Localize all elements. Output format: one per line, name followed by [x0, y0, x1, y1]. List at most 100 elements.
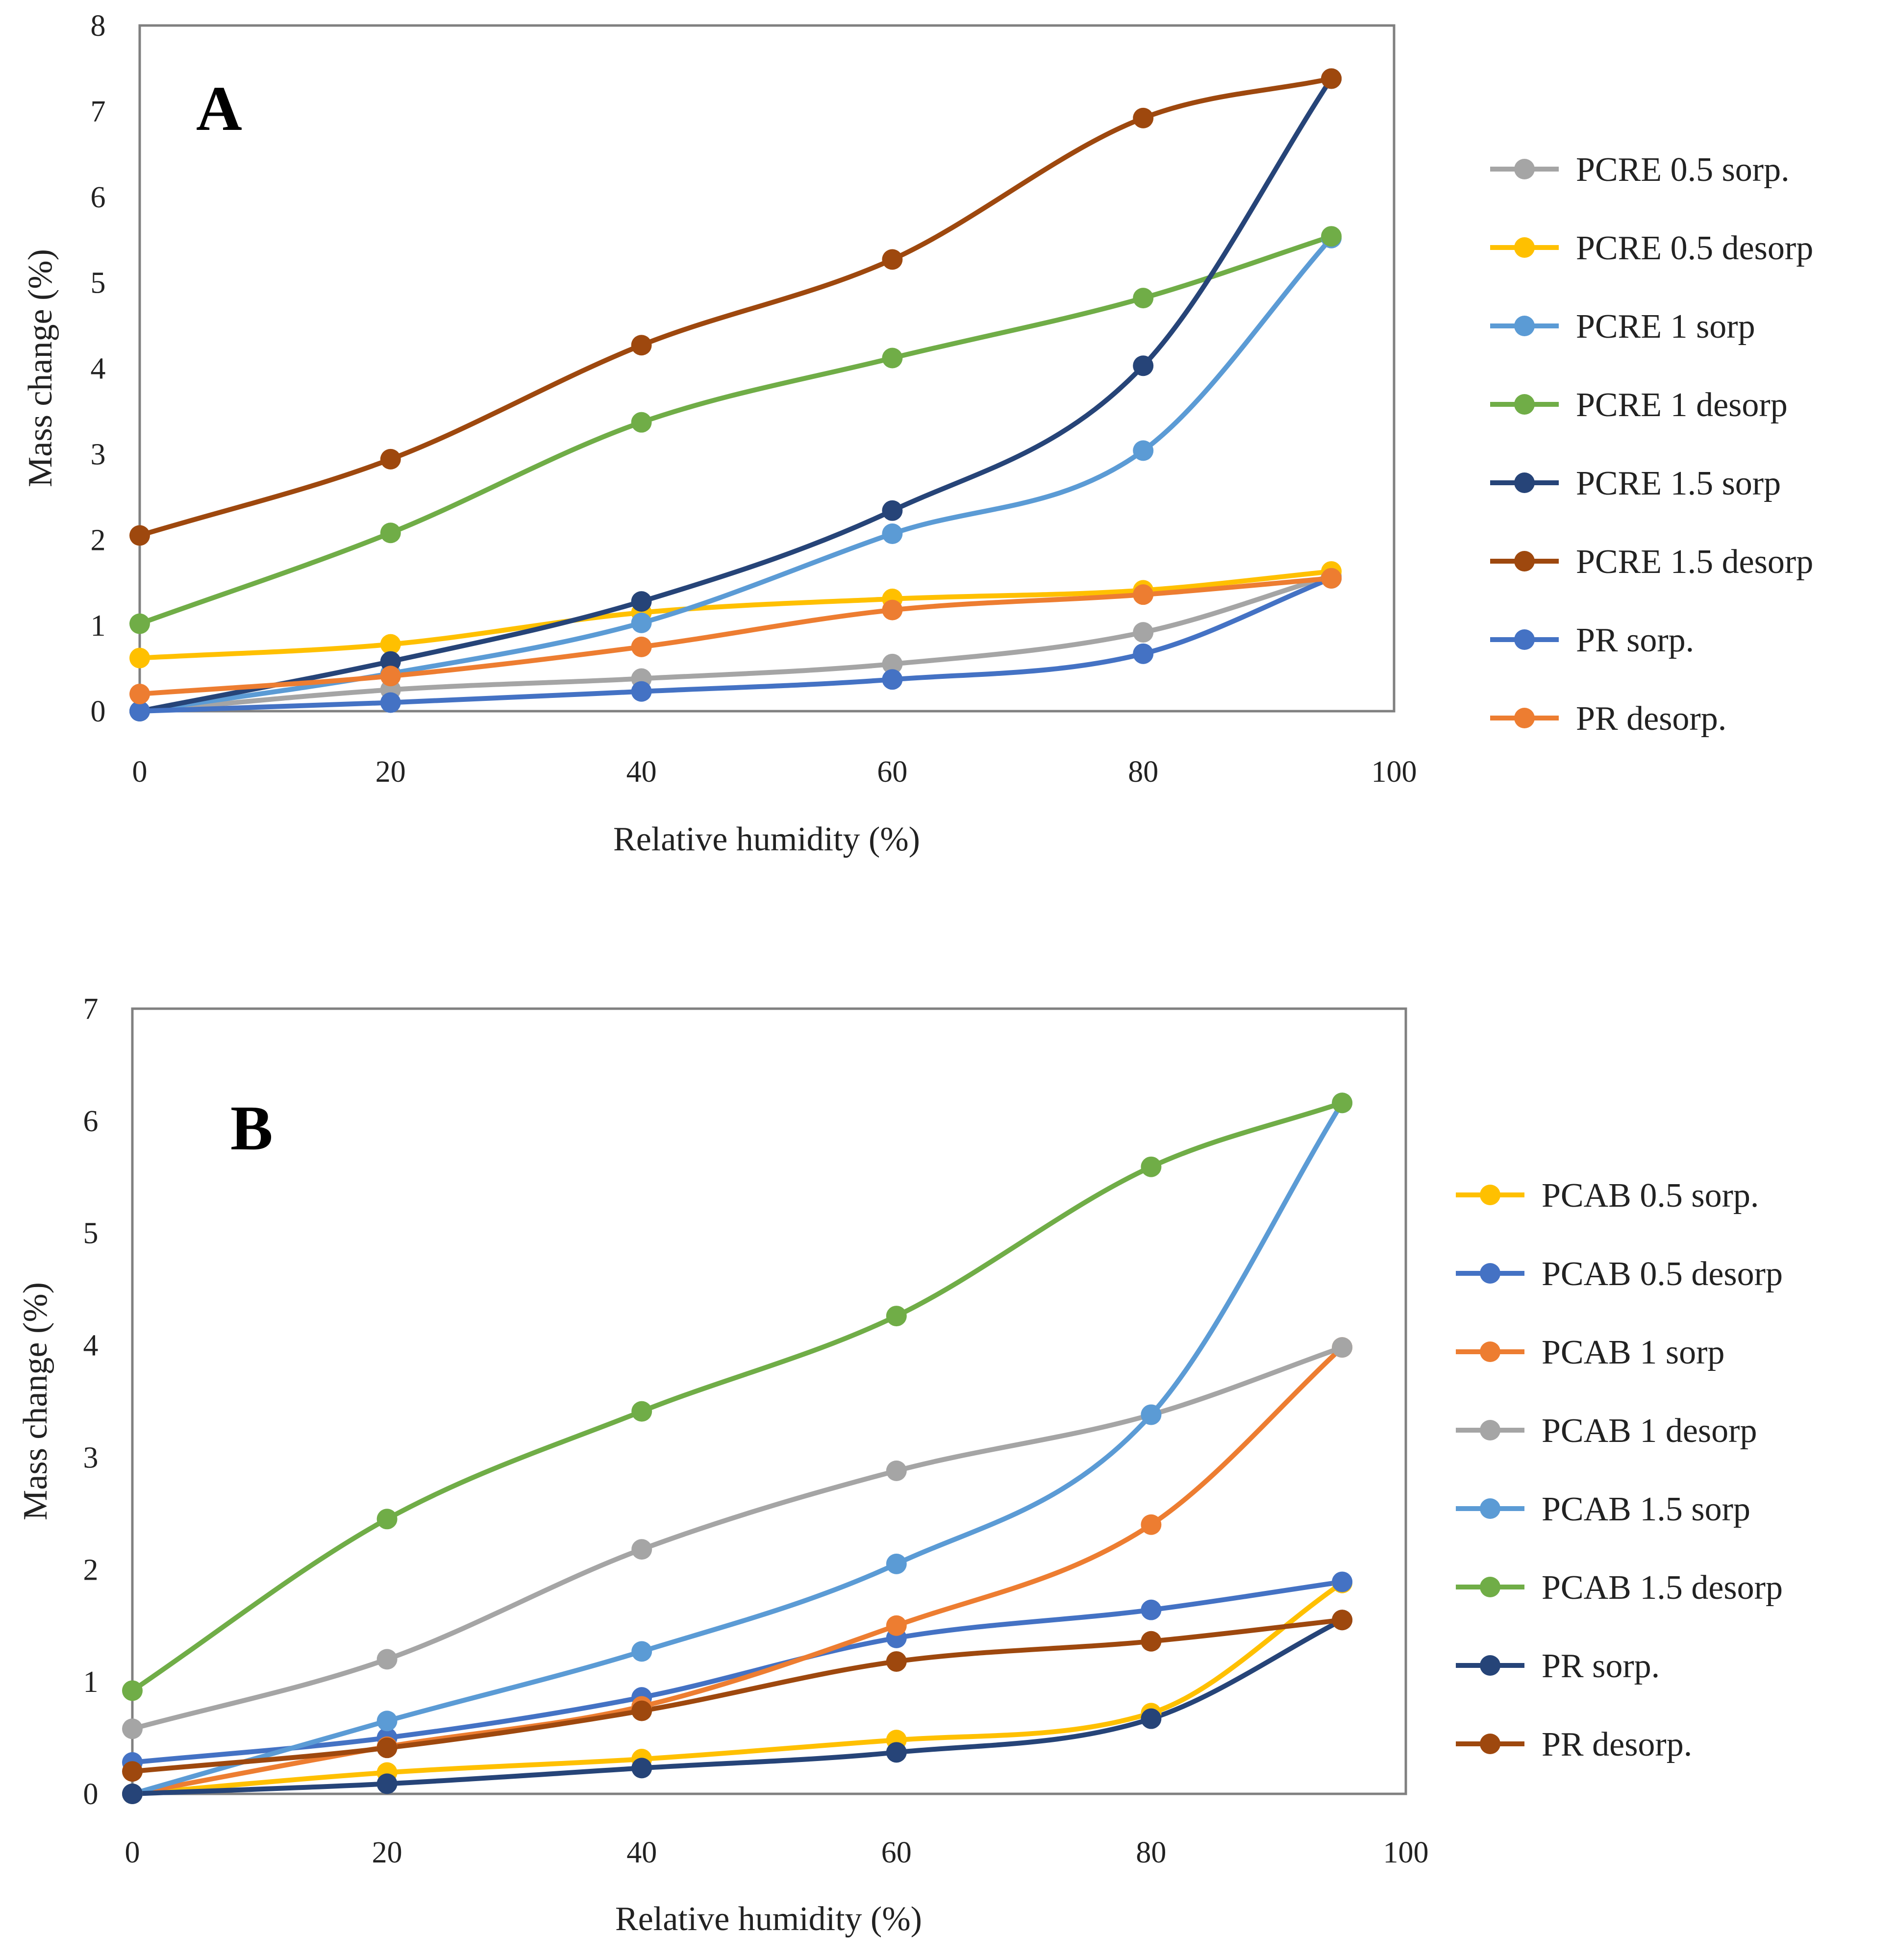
data-point: [380, 692, 401, 713]
legend-marker-swatch: [1480, 1734, 1500, 1754]
data-point: [1133, 107, 1154, 128]
legend-item: PCRE 1 sorp: [1490, 308, 1755, 346]
data-point: [1332, 1337, 1353, 1358]
legend-marker-swatch: [1514, 708, 1535, 728]
panel-letter: B: [230, 1093, 273, 1164]
data-point: [882, 249, 903, 270]
data-point: [882, 347, 903, 369]
legend-label: PCAB 0.5 desorp: [1542, 1255, 1783, 1293]
legend-marker-swatch: [1480, 1263, 1500, 1284]
y-tick-label: 1: [91, 609, 106, 643]
legend: PCAB 0.5 sorp. PCAB 0.5 desorp PCAB 1 sorp…: [1456, 1177, 1783, 1763]
data-point: [631, 412, 652, 433]
legend-item: PCAB 0.5 desorp: [1456, 1255, 1783, 1293]
x-tick-label: 100: [1383, 1836, 1429, 1869]
data-point: [380, 634, 401, 655]
data-point: [129, 684, 150, 705]
y-tick-label: 4: [91, 352, 106, 386]
data-point: [1321, 568, 1342, 589]
y-tick-label: 7: [91, 95, 106, 128]
data-point: [631, 335, 652, 356]
data-point: [1141, 1631, 1162, 1652]
legend-marker-swatch: [1514, 394, 1535, 415]
legend-marker-swatch: [1480, 1185, 1500, 1205]
y-tick-label: 4: [83, 1329, 99, 1363]
data-point: [882, 500, 903, 521]
data-point: [1141, 1599, 1162, 1620]
legend-marker-swatch: [1480, 1577, 1500, 1597]
data-point: [129, 647, 150, 669]
y-tick-label: 0: [83, 1778, 99, 1811]
data-point: [886, 1306, 907, 1327]
x-tick-label: 40: [626, 1836, 657, 1869]
data-point: [1133, 584, 1154, 605]
data-point: [122, 1784, 143, 1804]
legend-label: PR sorp.: [1576, 621, 1694, 659]
legend-label: PCRE 1 sorp: [1576, 308, 1755, 346]
y-tick-label: 2: [83, 1553, 99, 1587]
data-point: [122, 1680, 143, 1701]
data-point: [631, 1539, 652, 1560]
legend-marker-swatch: [1480, 1420, 1500, 1440]
legend-label: PCRE 0.5 sorp.: [1576, 151, 1790, 189]
legend-label: PCAB 0.5 sorp.: [1542, 1177, 1759, 1215]
data-point: [886, 1460, 907, 1481]
legend-label: PCAB 1 sorp: [1542, 1334, 1724, 1371]
data-point: [1141, 1708, 1162, 1729]
data-point: [1321, 68, 1342, 89]
data-point: [1133, 355, 1154, 376]
panel-letter: A: [196, 74, 242, 144]
y-tick-label: 8: [91, 9, 106, 43]
data-point: [1133, 622, 1154, 643]
x-tick-label: 80: [1136, 1836, 1166, 1869]
data-point: [1332, 1571, 1353, 1592]
data-point: [882, 653, 903, 674]
data-point: [631, 1641, 652, 1662]
data-point: [631, 1401, 652, 1422]
y-tick-label: 5: [91, 267, 106, 300]
data-point: [376, 1509, 398, 1530]
x-tick-label: 40: [626, 755, 657, 789]
legend-label: PCAB 1.5 sorp: [1542, 1490, 1750, 1528]
x-axis-title: Relative humidity (%): [615, 1900, 922, 1938]
plot-area-frame: [131, 1007, 1407, 1795]
panel-a: 0 20 40 60 80 100 0 1 2 3 4 5 6 7 8 A Relative humidi…: [22, 9, 1813, 858]
legend-item: PR desorp.: [1456, 1726, 1692, 1763]
data-point: [1332, 1092, 1353, 1114]
legend-label: PCRE 1.5 desorp: [1576, 543, 1813, 581]
data-point: [882, 523, 903, 545]
series-line: [137, 573, 1334, 714]
data-point: [882, 599, 903, 620]
legend-item: PCAB 1 desorp: [1456, 1412, 1757, 1450]
series-line: [137, 575, 1334, 714]
data-point: [129, 525, 150, 546]
y-axis-title: Mass change (%): [22, 249, 59, 487]
data-point: [631, 636, 652, 657]
legend-item: PR sorp.: [1490, 621, 1694, 659]
x-axis-ticks: 0 20 40 60 80 100: [132, 755, 1417, 789]
series-points: [129, 68, 1342, 721]
legend-marker-swatch: [1514, 472, 1535, 493]
data-point: [1141, 1404, 1162, 1425]
data-point: [882, 669, 903, 690]
legend-item: PCRE 0.5 desorp: [1490, 229, 1813, 267]
data-point: [376, 1711, 398, 1732]
legend-marker-swatch: [1480, 1655, 1500, 1676]
y-tick-label: 1: [83, 1665, 99, 1699]
data-point: [886, 1615, 907, 1636]
legend-label: PR desorp.: [1542, 1726, 1692, 1763]
data-point: [631, 612, 652, 633]
plot-area-frame: [138, 24, 1396, 713]
legend-item: PCAB 1 sorp: [1456, 1334, 1724, 1371]
legend-item: PR desorp.: [1490, 700, 1726, 738]
legend-marker-swatch: [1480, 1498, 1500, 1519]
legend-marker-swatch: [1514, 237, 1535, 258]
x-axis-ticks: 0 20 40 60 80 100: [125, 1836, 1429, 1869]
data-point: [1332, 1610, 1353, 1631]
data-point: [631, 681, 652, 702]
x-tick-label: 60: [877, 755, 907, 789]
legend-item: PR sorp.: [1456, 1647, 1660, 1685]
y-tick-label: 7: [83, 992, 99, 1026]
legend: PCRE 0.5 sorp. PCRE 0.5 desorp PCRE 1 sorp…: [1490, 151, 1813, 738]
